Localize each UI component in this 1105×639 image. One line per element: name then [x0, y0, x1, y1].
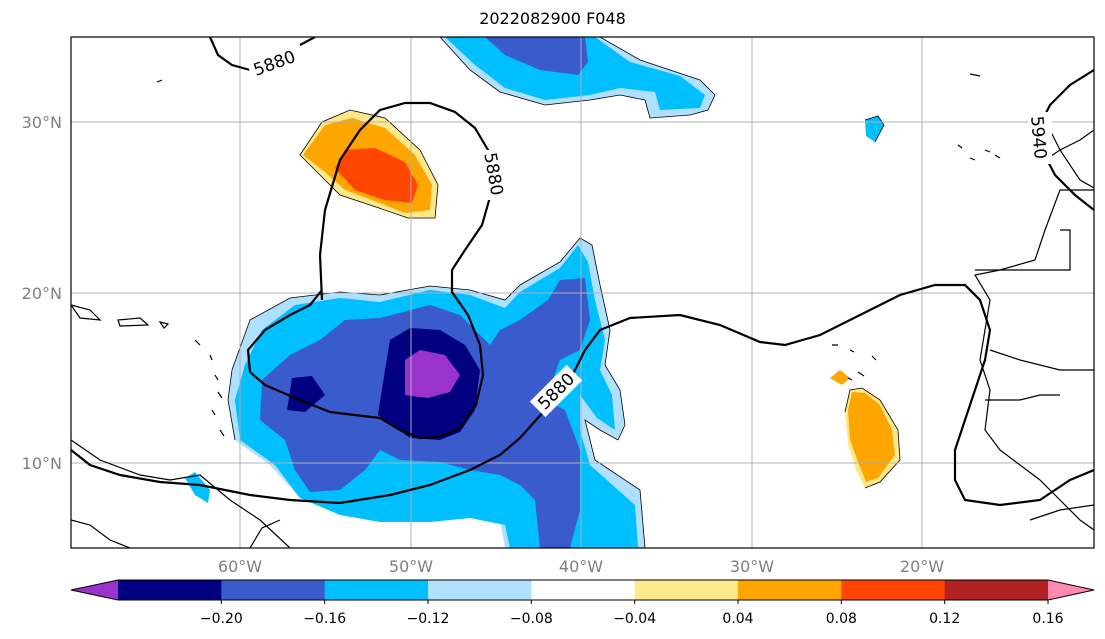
africa-interior-1: [1044, 129, 1094, 161]
contour-fill-purple: [405, 350, 460, 398]
contour-5880-loop: [246, 101, 494, 440]
contour-fill-small-blue: [185, 472, 210, 503]
colorbar-extend-low: [71, 580, 118, 600]
map-frame: [70, 36, 1095, 549]
coast-south-2: [249, 519, 281, 548]
colorbar-outline: [70, 579, 1095, 601]
africa-interior-2: [975, 229, 1071, 271]
venezuela-coast: [71, 519, 131, 548]
lon-tick-label: 20°W: [900, 557, 944, 576]
colorbar-tick-label: −0.16: [303, 611, 346, 627]
filled-contours: [185, 37, 900, 548]
anomaly-outline-lines: [227, 37, 901, 548]
caribbean-island-1: [117, 317, 150, 327]
lat-tick-label: 20°N: [22, 284, 62, 303]
lon-tick-label: 30°W: [730, 557, 774, 576]
contour-5880-main: [71, 283, 1094, 507]
africa-interior-4: [985, 394, 1060, 401]
colorbar-extend-high: [1048, 580, 1094, 600]
colorbar-tick-label: −0.08: [510, 611, 553, 627]
lon-tick-label: 60°W: [218, 557, 262, 576]
contour-label: 5940: [1026, 115, 1050, 160]
colorbar-segment: [221, 580, 326, 600]
colorbar-tick-label: 0.04: [722, 611, 753, 627]
lon-tick-label: 40°W: [559, 557, 603, 576]
contour-fill-royalblue-2: [520, 312, 575, 350]
lon-tick-label: 50°W: [389, 557, 433, 576]
contour-fill-navy-2: [287, 376, 325, 412]
colorbar-segment: [738, 580, 842, 600]
colorbar-tick-label: 0.16: [1032, 611, 1063, 627]
longitude-tick-labels: 60°W 50°W 40°W 30°W 20°W: [218, 557, 944, 576]
canary-islands: [957, 144, 1001, 161]
gridlines: [71, 37, 1094, 548]
colorbar-segment: [531, 580, 636, 600]
colorbar-ticks: −0.20 −0.16 −0.12 −0.08 −0.04 0.04 0.08 0.12 0.1…: [200, 600, 1064, 627]
caribbean-island-3: [158, 321, 170, 329]
colorbar-tick-label: −0.20: [200, 611, 243, 627]
lat-tick-label: 30°N: [22, 113, 62, 132]
colorbar-segment: [324, 580, 429, 600]
latitude-tick-labels: 30°N 20°N 10°N: [22, 113, 62, 473]
colorbar-tick-label: −0.12: [407, 611, 450, 627]
colorbar: −0.20 −0.16 −0.12 −0.08 −0.04 0.04 0.08 0.12 0.1…: [70, 579, 1095, 627]
colorbar-segment: [944, 580, 1049, 600]
africa-interior-3: [989, 349, 1094, 371]
map-plot-area: 5880 5880 5880 5940: [71, 37, 1094, 548]
colorbar-tick-label: 0.12: [929, 611, 960, 627]
colorbar-tick-label: 0.08: [826, 611, 857, 627]
lat-tick-label: 10°N: [22, 454, 62, 473]
azores-island: [969, 73, 981, 77]
colorbar-segments: [71, 580, 1094, 600]
colorbar-segment: [634, 580, 739, 600]
south-america-coast: [71, 439, 291, 548]
contour-fill-red-nw: [335, 148, 418, 203]
colorbar-tick-label: −0.04: [613, 611, 656, 627]
colorbar-segment: [428, 580, 532, 600]
contour-fill-small-east: [830, 370, 850, 385]
lesser-antilles: [194, 339, 225, 437]
contour-fill-north-royal: [485, 37, 588, 75]
contour-fill-small-north-east: [865, 116, 884, 142]
coastlines: [71, 73, 1094, 548]
map-title: 2022082900 F048: [479, 9, 626, 28]
colorbar-segment: [118, 580, 222, 600]
contour-5880-north: [208, 37, 316, 72]
africa-coast: [974, 189, 1094, 531]
small-island-atl: [156, 79, 163, 83]
cape-verde-islands: [832, 344, 877, 381]
colorbar-segment: [841, 580, 946, 600]
africa-interior-5: [1029, 504, 1094, 521]
contour-fill-orange-east: [848, 392, 895, 482]
caribbean-island-2: [71, 304, 102, 321]
